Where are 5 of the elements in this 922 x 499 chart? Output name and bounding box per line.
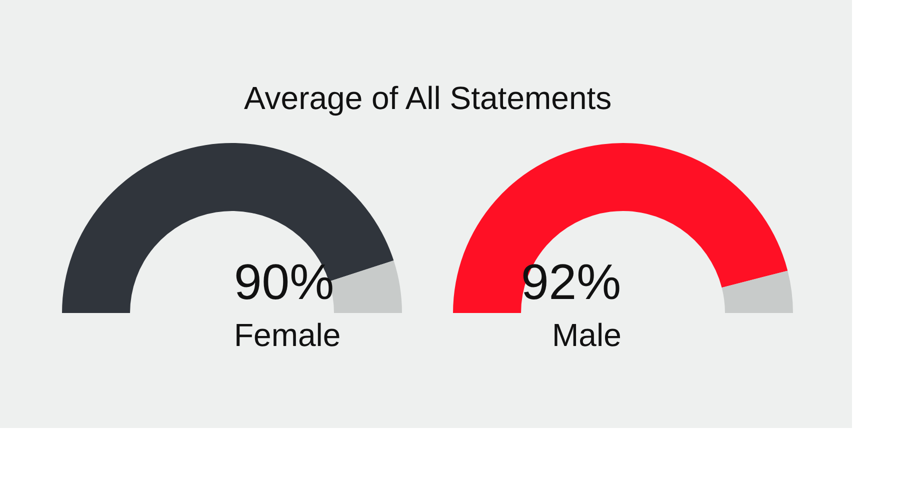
text: Male [552, 317, 622, 353]
data-label: 90% [234, 254, 334, 310]
chart-title: Average of All Statements [244, 80, 612, 116]
text: Female [234, 317, 341, 353]
data-label: 92% [521, 254, 622, 310]
